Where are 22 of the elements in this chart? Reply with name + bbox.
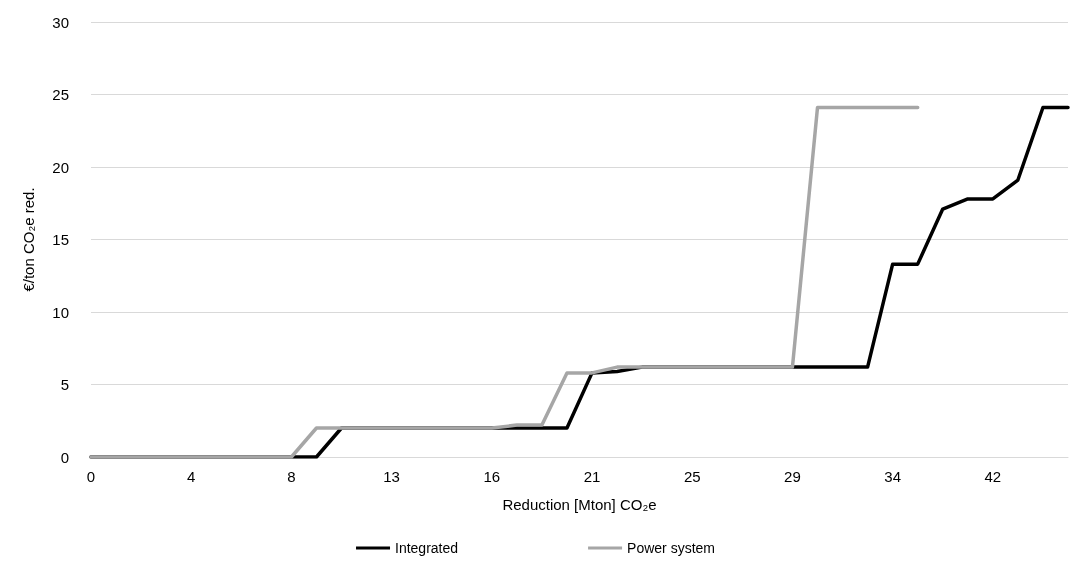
x-axis-title: Reduction [Mton] CO₂e [502,496,657,513]
line-series [89,105,920,459]
x-tick-label: 13 [383,468,400,485]
x-tick-label: 25 [683,468,701,485]
y-tick-label: 5 [60,376,69,393]
x-tick-label: 29 [784,468,801,485]
y-axis-title: €/ton CO₂e red. [20,187,37,292]
y-tick-label: 20 [52,158,69,176]
x-tick-label: 4 [187,468,196,485]
x-tick-label: 16 [483,468,501,485]
y-tick-label: 15 [52,231,69,248]
legend-label: Integrated [395,540,459,556]
y-tick-label: 10 [52,303,69,321]
x-tick-label: 34 [884,468,901,485]
x-tick-label: 0 [86,468,96,485]
y-tick-label: 25 [52,86,69,103]
y-tick-label: 30 [52,13,69,31]
legend-label: Power system [627,540,715,556]
y-tick-label: 0 [60,448,69,466]
x-tick-label: 8 [287,468,296,485]
x-tick-label: 21 [583,468,601,485]
x-tick-label: 42 [984,468,1002,485]
